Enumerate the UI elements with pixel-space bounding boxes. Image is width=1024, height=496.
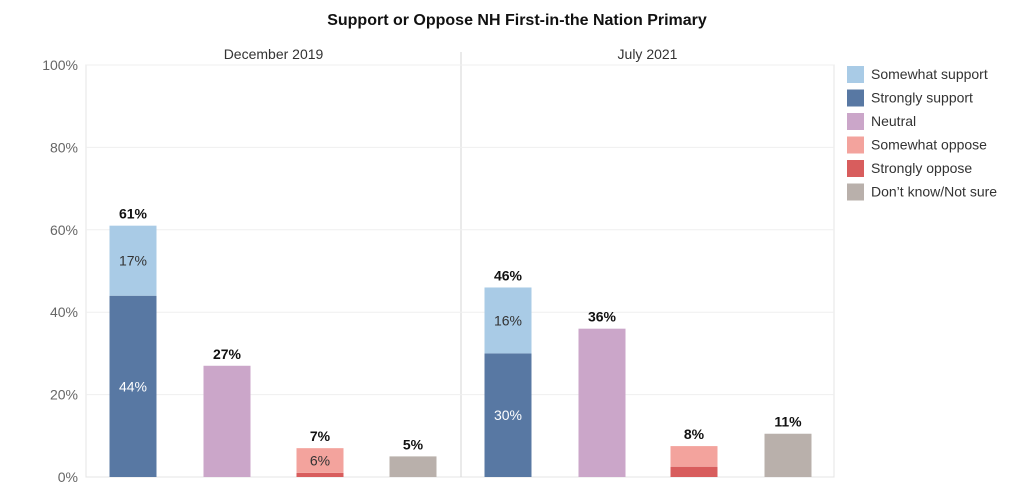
y-tick-label: 80% [50,139,78,155]
bar-don-t-know-not-sure [389,456,437,477]
legend-swatch-somewhat-support [847,66,864,83]
bar-total-label: 61% [119,206,148,222]
legend-label-neutral: Neutral [871,113,916,129]
legend-label-somewhat-support: Somewhat support [871,66,988,82]
bar-neutral [578,328,626,477]
segment-label: 17% [119,253,147,269]
bar-total-label: 11% [774,414,802,430]
y-tick-label: 60% [50,222,78,238]
y-tick-label: 40% [50,304,78,320]
legend-swatch-neutral [847,113,864,130]
legend-swatch-strongly-oppose [847,160,864,177]
chart-title: Support or Oppose NH First-in-the Nation… [327,12,707,29]
segment-label: 44% [119,378,147,394]
bar-strongly-oppose [670,466,718,477]
bar-total-label: 46% [494,267,523,283]
segment-label: 6% [310,453,330,469]
bar-strongly-support [484,353,532,477]
legend-label-don-t-know-not-sure: Don’t know/Not sure [871,184,997,200]
bar-neutral [203,365,251,477]
bar-total-label: 5% [403,436,424,452]
grid [85,52,835,478]
bar-strongly-support [109,295,157,477]
bar-somewhat-oppose [296,448,344,473]
y-tick-label: 100% [42,57,78,73]
legend-label-strongly-oppose: Strongly oppose [871,160,972,176]
data-labels: December 2019 July 2021 61% 27% 7% 5% 46% 36% 8%… [119,46,802,469]
legend-swatch-strongly-support [847,89,864,107]
bar-somewhat-support [109,225,157,296]
plot-frame [85,64,835,478]
legend-swatch-don-t-know-not-sure [847,183,864,201]
legend-swatch-somewhat-oppose [847,136,864,154]
y-tick-label: 0% [58,469,78,485]
segment-label: 16% [494,312,522,328]
legend: Somewhat support Strongly support Neutral S… [847,66,997,201]
bar-total-label: 36% [588,309,617,325]
legend-label-strongly-support: Strongly support [871,90,973,106]
y-tick-label: 20% [50,387,78,403]
bar-somewhat-oppose [670,446,718,467]
bar-total-label: 7% [310,428,331,444]
legend-label-somewhat-oppose: Somewhat oppose [871,137,987,153]
panel-title: July 2021 [618,46,678,62]
segment-label: 30% [494,407,522,423]
panel-title: December 2019 [224,46,324,62]
bar-don-t-know-not-sure [764,433,812,477]
bar-somewhat-support [484,287,532,354]
bar-strongly-oppose [296,472,344,477]
y-axis: 0% 20% 40% 60% 80% 100% [42,57,78,485]
bars [109,225,812,477]
bar-total-label: 8% [684,426,705,442]
bar-total-label: 27% [213,346,242,362]
